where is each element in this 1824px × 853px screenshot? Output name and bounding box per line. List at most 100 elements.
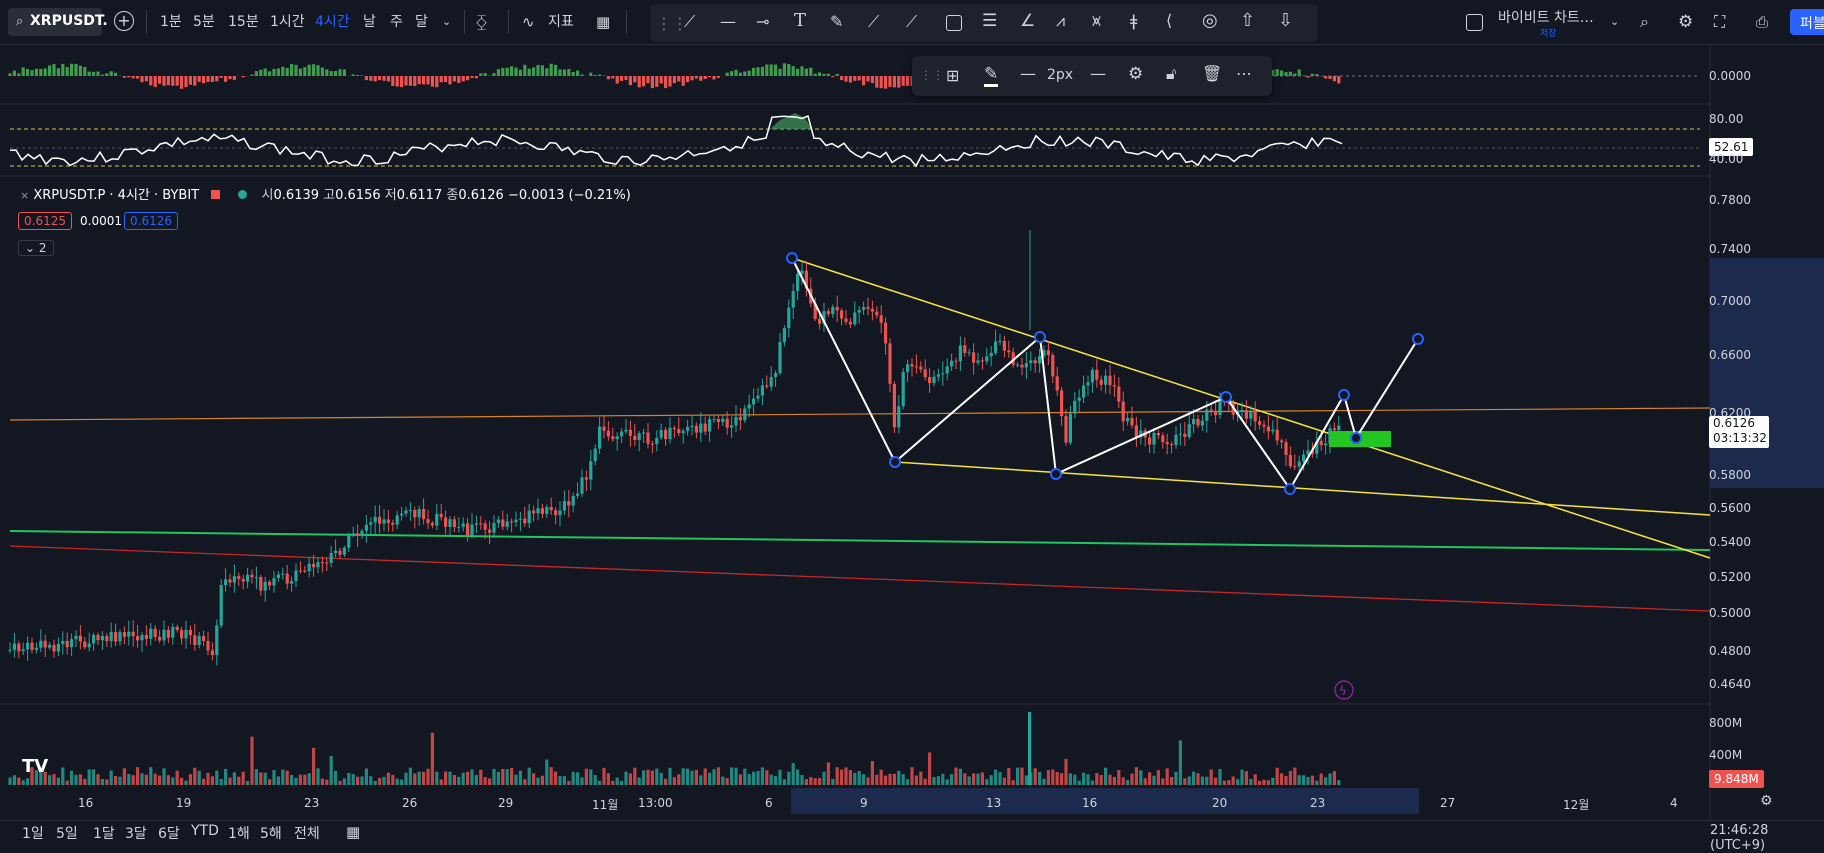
delete-icon[interactable]: 🗑︎ [1202, 64, 1222, 83]
oscillator-bar [792, 66, 795, 76]
date-range-icon[interactable]: ▦ [346, 823, 360, 841]
time-axis-label: 19 [176, 796, 191, 810]
volume-bar [946, 779, 949, 785]
volume-bar [528, 768, 531, 785]
line-style-icon[interactable]: — [1090, 64, 1106, 83]
volume-bar [567, 781, 570, 785]
range-5y[interactable]: 5해 [260, 823, 282, 843]
candle-body [651, 444, 654, 445]
axis-settings-icon[interactable]: ⚙ [1760, 793, 1773, 809]
volume-bar [1064, 759, 1067, 785]
range-3m[interactable]: 3달 [125, 823, 147, 843]
candle-body [431, 523, 434, 525]
lock-icon[interactable]: 🔓︎ [1166, 64, 1176, 84]
candle-body [61, 641, 64, 644]
volume-bar [1073, 775, 1076, 785]
oscillator-bar [558, 69, 561, 76]
candle-body [1029, 360, 1032, 363]
volume-bar [774, 776, 777, 785]
range-ytd[interactable]: YTD [191, 823, 219, 839]
volume-bar [1139, 770, 1142, 785]
range-1d[interactable]: 1일 [22, 823, 44, 843]
volume-bar [114, 776, 117, 785]
line-settings-icon[interactable]: ⚙ [1128, 64, 1143, 84]
volume-bar [400, 780, 403, 785]
clock-time[interactable]: 21:46:28 (UTC+9) [1710, 823, 1824, 853]
candle-body [726, 419, 729, 428]
oscillator-bar [1284, 72, 1287, 76]
volume-bar [822, 772, 825, 785]
candle-body [990, 353, 993, 356]
candle-body [523, 519, 526, 524]
volume-bar [642, 770, 645, 785]
candle-body [70, 639, 73, 647]
volume-bar [1086, 774, 1089, 785]
candle-body [1025, 363, 1028, 367]
legend-title[interactable]: XRPUSDT.P · 4시간 · BYBIT [33, 188, 199, 203]
volume-bar [1051, 769, 1054, 785]
candle-body [598, 427, 601, 449]
oscillator-bar [66, 67, 69, 76]
oscillator-bar [796, 69, 799, 76]
oscillator-bar [677, 76, 680, 81]
candle-body [453, 519, 456, 527]
candle-body [352, 533, 355, 534]
candle-body [206, 641, 209, 650]
candle-body [589, 461, 592, 479]
volume-bar [422, 772, 425, 785]
candle-body [1038, 356, 1041, 363]
volume-bar [88, 769, 91, 785]
template-icon[interactable]: ⊞ [946, 66, 959, 85]
candle-body [470, 525, 473, 536]
line-width-label[interactable]: 2px [1047, 67, 1073, 83]
drag-handle-icon[interactable]: ⋮⋮ [920, 68, 944, 82]
tradingview-logo[interactable]: TV [22, 756, 48, 777]
oscillator-bar [101, 75, 104, 76]
candle-body [774, 373, 777, 377]
oscillator-bar [893, 76, 896, 87]
volume-bar [990, 775, 993, 785]
oscillator-bar [620, 76, 623, 81]
candle-body [162, 630, 165, 641]
candle-body [110, 632, 113, 641]
candle-body [1051, 355, 1054, 376]
oscillator-bar [501, 68, 504, 76]
candle-body [198, 636, 201, 645]
collapse-legend-icon[interactable]: × [20, 189, 29, 202]
candle-body [919, 367, 922, 370]
range-1y[interactable]: 1해 [228, 823, 250, 843]
line-width-icon[interactable]: — [1020, 64, 1036, 83]
range-1m[interactable]: 1달 [93, 823, 115, 843]
indicators-collapse-button[interactable]: ⌄ 2 [18, 240, 54, 256]
candle-body [118, 632, 121, 641]
volume-bar [1117, 770, 1120, 785]
candle-body [607, 431, 610, 437]
range-5d[interactable]: 5일 [56, 823, 78, 843]
more-icon[interactable]: ⋯ [1236, 64, 1252, 83]
oscillator-bar [378, 76, 381, 80]
line-color-icon[interactable]: ✎ [984, 64, 998, 87]
volume-bar [937, 776, 940, 785]
range-6m[interactable]: 6달 [158, 823, 180, 843]
candle-body [123, 632, 126, 637]
candle-body [954, 361, 957, 362]
ask-price-tag[interactable]: 0.6126 [124, 212, 178, 230]
range-all[interactable]: 전체 [294, 823, 320, 843]
alert-flag-icon[interactable] [211, 190, 220, 199]
bid-price-tag[interactable]: 0.6125 [18, 212, 72, 230]
candle-body [770, 377, 773, 387]
oscillator-bar [739, 73, 742, 76]
oscillator-bar [259, 70, 262, 76]
candle-body [875, 312, 878, 316]
volume-bar [712, 769, 715, 785]
oscillator-bar [756, 67, 759, 76]
volume-bar [1183, 778, 1186, 785]
volume-bar [721, 777, 724, 785]
candle-body [105, 636, 108, 641]
volume-bar [827, 762, 830, 785]
oscillator-bar [162, 76, 165, 86]
candle-body [932, 377, 935, 383]
volume-bar [444, 772, 447, 785]
volume-bar [1056, 772, 1059, 785]
